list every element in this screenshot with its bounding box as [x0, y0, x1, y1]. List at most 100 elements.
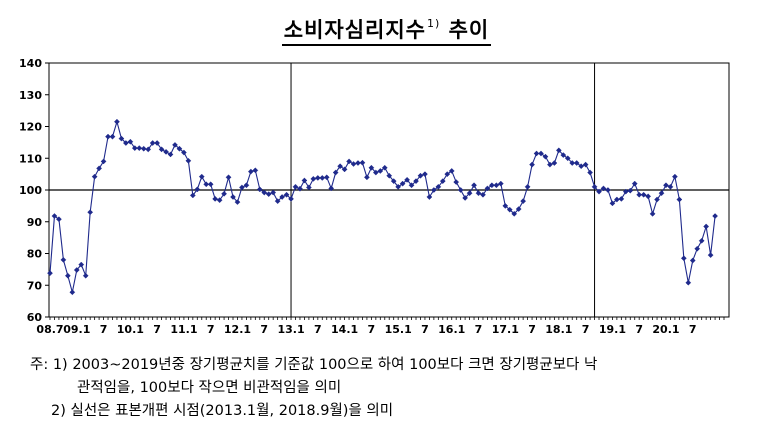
- data-point: [301, 177, 308, 184]
- data-point: [203, 181, 210, 188]
- y-tick-label: 70: [27, 279, 43, 292]
- data-point: [247, 168, 254, 175]
- data-point: [591, 183, 598, 190]
- data-point: [413, 178, 419, 184]
- data-point: [91, 173, 98, 180]
- data-point: [198, 173, 205, 180]
- y-tick-label: 60: [27, 311, 43, 324]
- data-point: [47, 270, 53, 277]
- data-point: [685, 279, 692, 286]
- data-point: [439, 178, 446, 184]
- y-tick-label: 110: [19, 152, 42, 165]
- x-tick-label: 7: [689, 323, 697, 336]
- data-point: [462, 195, 468, 201]
- data-point: [640, 191, 647, 198]
- data-point: [390, 178, 397, 184]
- data-point: [114, 118, 120, 125]
- x-tick-label: 08.7: [36, 323, 63, 336]
- data-point: [547, 161, 553, 168]
- chart-title-footnote-mark: 1): [427, 17, 441, 30]
- data-point: [680, 255, 687, 262]
- series-group: [47, 118, 718, 296]
- data-point: [555, 147, 562, 154]
- data-point: [60, 256, 67, 263]
- data-point: [239, 184, 245, 191]
- data-point: [430, 187, 437, 193]
- data-point: [564, 155, 571, 162]
- data-point: [274, 198, 281, 204]
- data-point: [256, 186, 263, 193]
- data-point: [225, 174, 232, 181]
- footnotes: 주: 1) 2003~2019년중 장기평균치를 기준값 100으로 하여 10…: [30, 354, 597, 423]
- data-point: [131, 145, 138, 151]
- data-point: [189, 192, 196, 199]
- x-tick-label: 12.1: [224, 323, 251, 336]
- y-tick-label: 90: [27, 216, 43, 229]
- x-tick-label: 7: [475, 323, 483, 336]
- data-point: [613, 196, 620, 203]
- x-tick-label: 13.1: [277, 323, 304, 336]
- x-tick-label: 14.1: [331, 323, 358, 336]
- data-point: [511, 210, 518, 217]
- data-point: [582, 161, 589, 168]
- data-point: [649, 210, 656, 217]
- data-point: [636, 191, 643, 198]
- data-point: [69, 289, 76, 296]
- data-point: [337, 163, 344, 170]
- data-point: [573, 160, 580, 166]
- data-point: [216, 197, 223, 204]
- y-tick-label: 140: [19, 57, 42, 70]
- x-tick-label: 7: [100, 323, 108, 336]
- x-tick-label: 7: [582, 323, 590, 336]
- data-point: [600, 185, 607, 192]
- data-point: [314, 175, 321, 181]
- data-point: [145, 146, 152, 153]
- data-point: [381, 164, 388, 171]
- data-point: [185, 157, 192, 164]
- data-point: [529, 161, 535, 168]
- x-tick-label: 7: [635, 323, 643, 336]
- data-point: [82, 272, 89, 279]
- x-tick-label: 7: [153, 323, 161, 336]
- data-point: [663, 182, 669, 189]
- y-tick-label: 130: [19, 89, 42, 102]
- data-point: [243, 182, 250, 189]
- data-point: [377, 168, 384, 174]
- data-point: [480, 191, 486, 198]
- data-point: [551, 160, 558, 166]
- data-point: [261, 189, 268, 196]
- data-point: [658, 190, 665, 197]
- data-point: [96, 165, 102, 172]
- data-point: [569, 160, 576, 166]
- y-tick-label: 120: [19, 121, 42, 134]
- x-tick-label: 11.1: [170, 323, 197, 336]
- data-point: [136, 145, 143, 151]
- data-point: [100, 158, 107, 165]
- footnote-1-cont: 관적임을, 100보다 작으면 비관적임을 의미: [77, 380, 342, 396]
- data-point: [631, 180, 638, 187]
- data-point: [417, 172, 424, 179]
- data-point: [341, 166, 348, 173]
- data-point: [319, 175, 326, 181]
- data-point: [689, 257, 696, 264]
- data-point: [694, 245, 701, 252]
- data-point: [609, 200, 616, 207]
- data-point: [484, 185, 491, 192]
- data-point: [471, 182, 477, 189]
- x-tick-label: 15.1: [385, 323, 412, 336]
- data-point: [502, 202, 509, 209]
- chart-title-text: 소비자심리지수: [283, 18, 426, 42]
- data-point: [172, 142, 178, 148]
- x-tick-label: 16.1: [438, 323, 465, 336]
- data-point: [306, 184, 312, 191]
- data-point: [149, 140, 156, 146]
- x-tick-label: 19.1: [599, 323, 626, 336]
- y-tick-label: 100: [19, 184, 42, 197]
- data-point: [587, 169, 593, 176]
- x-tick-label: 7: [260, 323, 268, 336]
- data-point: [234, 199, 241, 205]
- data-point: [221, 190, 227, 197]
- data-point: [163, 149, 169, 155]
- x-tick-label: 20.1: [652, 323, 679, 336]
- x-tick-label: 10.1: [117, 323, 144, 336]
